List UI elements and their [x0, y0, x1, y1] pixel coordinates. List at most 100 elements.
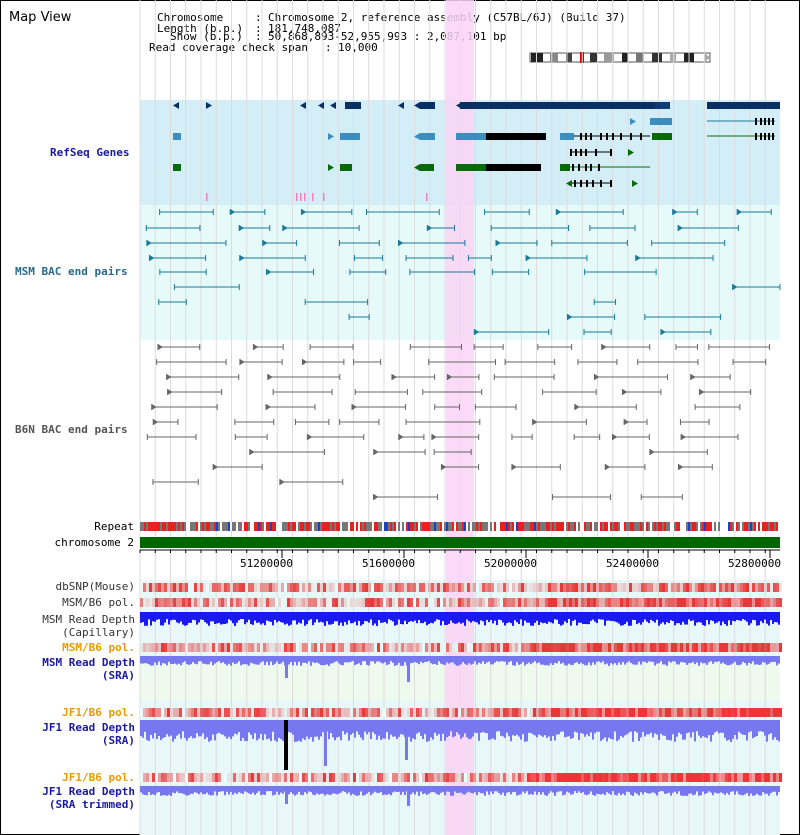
msm-read-depth-sra-label-1[interactable]: MSM Read Depth	[42, 656, 135, 669]
polymorphism-cell	[206, 643, 209, 652]
msm-b6-pol-2-label[interactable]: MSM/B6 pol.	[62, 641, 135, 654]
depth-bar	[484, 720, 486, 733]
depth-bar	[642, 656, 644, 662]
polymorphism-cell	[644, 598, 647, 607]
polymorphism-cell	[431, 583, 434, 592]
repeat-segment	[654, 522, 656, 531]
dbsnp-label[interactable]: dbSNP(Mouse)	[55, 580, 135, 593]
polymorphism-cell	[398, 583, 401, 592]
depth-bar	[306, 720, 308, 737]
polymorphism-cell	[332, 598, 335, 607]
depth-bar	[430, 720, 432, 738]
polymorphism-cell	[209, 773, 212, 782]
repeat-track-label[interactable]: Repeat	[94, 520, 134, 533]
jf1-b6-pol-2-label[interactable]: JF1/B6 pol.	[62, 771, 135, 784]
depth-bar	[716, 656, 718, 662]
depth-bar	[710, 786, 712, 793]
polymorphism-cell	[257, 583, 260, 592]
polymorphism-cell	[281, 708, 284, 717]
repeat-segment	[632, 522, 634, 531]
depth-bar	[250, 720, 252, 735]
msm-read-depth-capillary-label-1[interactable]: MSM Read Depth	[42, 613, 135, 626]
exon	[764, 133, 766, 140]
depth-bar	[240, 720, 242, 741]
refseq-track-label[interactable]: RefSeq Genes	[50, 146, 130, 159]
polymorphism-cell	[296, 773, 299, 782]
refseq-gene-features[interactable]	[173, 102, 780, 201]
repeat-segment	[698, 522, 700, 531]
depth-bar	[462, 786, 464, 795]
repeat-segment	[364, 522, 366, 531]
depth-bar	[332, 720, 334, 738]
polymorphism-cell	[737, 773, 740, 782]
depth-bar	[702, 656, 704, 664]
polymorphism-cell	[497, 643, 500, 652]
polymorphism-cell	[572, 773, 575, 782]
chromosome-bar[interactable]	[140, 537, 780, 548]
polymorphism-cell	[377, 598, 380, 607]
polymorphism-cell	[524, 598, 527, 607]
depth-bar	[216, 786, 218, 796]
polymorphism-cell	[527, 598, 530, 607]
repeat-segment	[266, 522, 268, 531]
depth-bar	[632, 786, 634, 796]
b6n-bac-track-label[interactable]: B6N BAC end pairs	[15, 423, 128, 436]
depth-bar	[554, 612, 556, 620]
polymorphism-cell	[611, 773, 614, 782]
depth-bar	[400, 612, 402, 624]
depth-bar	[634, 720, 636, 732]
depth-bar	[530, 656, 532, 665]
depth-bar	[498, 612, 500, 620]
polymorphism-cell	[713, 598, 716, 607]
depth-bar	[314, 612, 316, 623]
msm-bac-track-label[interactable]: MSM BAC end pairs	[15, 265, 128, 278]
b6n-bac-features[interactable]	[146, 344, 771, 500]
jf1-read-depth-sra-label-1[interactable]: JF1 Read Depth	[42, 721, 135, 734]
polymorphism-cell	[473, 643, 476, 652]
depth-bar	[490, 656, 492, 665]
polymorphism-cell	[398, 598, 401, 607]
polymorphism-cell	[401, 708, 404, 717]
jf1-b6-pol-label[interactable]: JF1/B6 pol.	[62, 706, 135, 719]
depth-bar	[156, 656, 158, 666]
depth-bar	[746, 612, 748, 622]
repeat-segment	[426, 522, 428, 531]
polymorphism-cell	[311, 583, 314, 592]
polymorphism-cell	[182, 583, 185, 592]
polymorphism-cell	[353, 583, 356, 592]
depth-bar	[646, 720, 648, 735]
chromosome-ideogram[interactable]	[529, 52, 711, 63]
polymorphism-cell	[386, 598, 389, 607]
repeat-segment	[666, 522, 668, 531]
depth-bar	[162, 612, 164, 626]
depth-bar	[150, 786, 152, 795]
msm-b6-pol-label[interactable]: MSM/B6 pol.	[62, 596, 135, 609]
polymorphism-cell	[383, 598, 386, 607]
depth-bar	[150, 612, 152, 626]
b6n-bac-pair-arrow	[307, 434, 313, 440]
polymorphism-tracks[interactable]	[140, 583, 782, 806]
polymorphism-cell	[692, 583, 695, 592]
depth-bar	[432, 720, 434, 740]
polymorphism-cell	[500, 773, 503, 782]
polymorphism-cell	[485, 643, 488, 652]
polymorphism-cell	[296, 643, 299, 652]
polymorphism-cell	[359, 773, 362, 782]
polymorphism-cell	[302, 598, 305, 607]
depth-bar	[398, 612, 400, 620]
msm-bac-features[interactable]	[145, 209, 781, 335]
depth-bar	[750, 720, 752, 732]
depth-bar	[230, 656, 232, 666]
jf1-read-depth-trimmed-label-1[interactable]: JF1 Read Depth	[42, 785, 135, 798]
depth-bar	[416, 786, 418, 792]
polymorphism-cell	[335, 643, 338, 652]
repeat-track[interactable]	[140, 522, 780, 531]
polymorphism-cell	[569, 643, 572, 652]
depth-bar	[218, 656, 220, 662]
polymorphism-cell	[440, 773, 443, 782]
msm-bac-pair-arrow	[262, 240, 268, 246]
depth-bar	[516, 720, 518, 735]
depth-bar	[276, 656, 278, 662]
depth-bar	[654, 656, 656, 666]
